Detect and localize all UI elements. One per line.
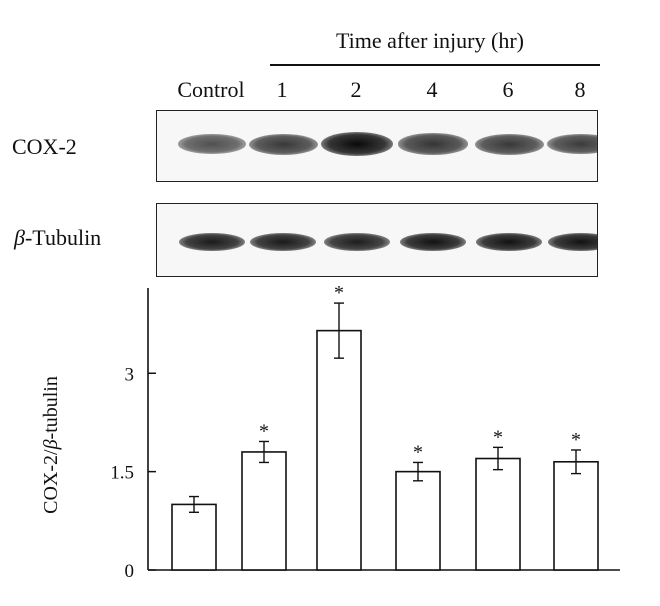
significance-marker: * xyxy=(413,441,423,463)
chart-bars: * * * * * xyxy=(171,282,599,571)
cox2-band xyxy=(546,133,597,155)
y-axis-label: COX-2/β-tubulin xyxy=(40,376,62,514)
lane-label-6: 6 xyxy=(502,77,514,102)
tubulin-band xyxy=(179,233,245,251)
significance-marker: * xyxy=(493,426,503,448)
tubulin-band xyxy=(548,233,597,251)
significance-marker: * xyxy=(571,429,581,451)
tubulin-blot-panel xyxy=(156,203,598,277)
bar xyxy=(171,503,217,571)
cox2-blot-label: COX-2 xyxy=(12,134,77,159)
tubulin-band xyxy=(400,233,466,251)
chart-axes: 01.53 xyxy=(110,288,620,582)
cox2-band xyxy=(178,134,246,154)
bar xyxy=(553,460,599,571)
svg-text:COX-2/β-tubulin: COX-2/β-tubulin xyxy=(40,376,62,514)
time-header-rule xyxy=(270,64,600,66)
cox2-band xyxy=(321,132,393,156)
time-after-injury-label: Time after injury (hr) xyxy=(336,28,524,53)
bar xyxy=(316,329,362,571)
cox2-tubulin-bar-chart: COX-2/β-tubulin 01.53 **** * xyxy=(40,282,620,582)
bar xyxy=(241,451,287,571)
y-tick-label: 3 xyxy=(125,364,135,385)
cox2-blot-panel xyxy=(156,110,598,182)
bar xyxy=(475,457,521,571)
tubulin-band xyxy=(324,233,390,251)
y-axis-label-part1: COX-2/ xyxy=(40,449,62,514)
tubulin-label-text: -Tubulin xyxy=(24,225,102,250)
tubulin-band xyxy=(250,233,316,251)
cox2-band xyxy=(398,133,468,155)
tubulin-label-symbol: β xyxy=(14,225,25,250)
tubulin-blot-label: β-Tubulin xyxy=(14,225,101,251)
y-axis-label-part2: -tubulin xyxy=(40,376,62,439)
lane-label-control: Control xyxy=(177,77,245,102)
cox2-band xyxy=(474,133,544,155)
lane-label-1: 1 xyxy=(276,77,288,102)
lane-label-8: 8 xyxy=(574,77,586,102)
significance-marker: * xyxy=(334,282,344,304)
y-tick-label: 1.5 xyxy=(110,463,134,484)
y-axis-label-symbol: β xyxy=(40,439,62,450)
cox2-band xyxy=(248,133,318,155)
tubulin-band xyxy=(476,233,542,251)
significance-marker: * xyxy=(259,420,269,442)
bar xyxy=(395,470,441,571)
y-tick-label: 0 xyxy=(125,561,135,582)
lane-label-2: 2 xyxy=(350,77,362,102)
lane-label-4: 4 xyxy=(426,77,438,102)
